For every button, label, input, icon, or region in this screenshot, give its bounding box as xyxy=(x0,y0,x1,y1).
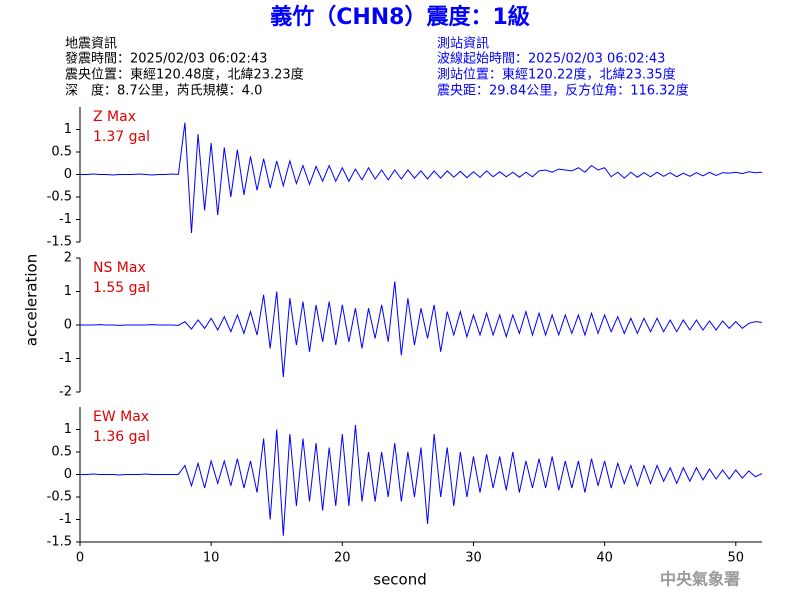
y-tick-label: 0 xyxy=(64,167,72,182)
waveform xyxy=(80,424,763,536)
y-tick-label: -1 xyxy=(59,351,72,366)
info-right: 測站資訊 xyxy=(437,37,489,52)
component-label: Z Max xyxy=(93,109,136,125)
component-label: NS Max xyxy=(93,260,146,276)
waveform xyxy=(80,122,763,234)
waveform xyxy=(80,281,763,377)
y-tick-label: 0.5 xyxy=(51,445,72,460)
y-tick-label: -1 xyxy=(59,212,72,227)
max-label: 1.36 gal xyxy=(93,429,150,445)
y-tick-label: -0.5 xyxy=(47,490,72,505)
x-axis-label: second xyxy=(373,571,427,589)
x-tick-label: 40 xyxy=(596,551,613,566)
y-tick-label: 1 xyxy=(64,122,72,137)
y-axis-label: acceleration xyxy=(23,254,41,346)
y-tick-label: -0.5 xyxy=(47,190,72,205)
y-tick-label: -1 xyxy=(59,512,72,527)
info-right: 震央距：29.84公里，反方位角：116.32度 xyxy=(437,83,689,99)
x-tick-label: 10 xyxy=(203,551,220,566)
footer: 中央氣象署 xyxy=(660,570,740,589)
y-tick-label: -1.5 xyxy=(47,535,72,550)
y-tick-label: 0 xyxy=(64,467,72,482)
y-tick-label: 1 xyxy=(64,422,72,437)
info-left: 深 度：8.7公里，芮氏規模：4.0 xyxy=(65,83,262,99)
x-tick-label: 0 xyxy=(76,551,84,566)
x-tick-label: 50 xyxy=(727,551,744,566)
info-right: 波線起始時間：2025/02/03 06:02:43 xyxy=(437,51,665,67)
y-tick-label: 2 xyxy=(64,251,72,266)
y-tick-label: -1.5 xyxy=(47,235,72,250)
y-tick-label: -2 xyxy=(59,385,72,400)
title: 義竹（CHN8）震度：1級 xyxy=(270,4,530,30)
max-label: 1.55 gal xyxy=(93,280,150,296)
info-right: 測站位置：東經120.22度，北緯23.35度 xyxy=(437,67,676,83)
y-tick-label: 0 xyxy=(64,318,72,333)
x-tick-label: 20 xyxy=(334,551,351,566)
y-tick-label: 0.5 xyxy=(51,145,72,160)
y-tick-label: 1 xyxy=(64,284,72,299)
info-left: 震央位置：東經120.48度，北緯23.23度 xyxy=(65,67,304,83)
x-tick-label: 30 xyxy=(465,551,482,566)
max-label: 1.37 gal xyxy=(93,129,150,145)
info-left: 發震時間：2025/02/03 06:02:43 xyxy=(65,52,267,67)
info-left: 地震資訊 xyxy=(65,37,117,52)
component-label: EW Max xyxy=(93,409,149,425)
